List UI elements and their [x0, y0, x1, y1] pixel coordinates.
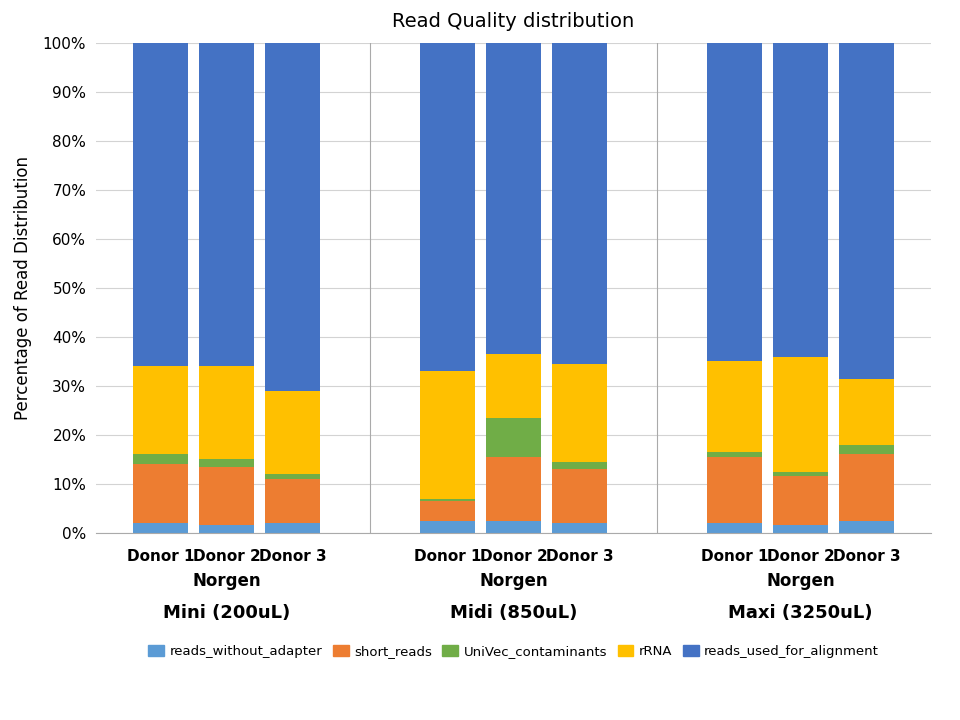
Bar	[199, 526, 254, 533]
Bar	[707, 43, 762, 361]
Bar	[552, 523, 608, 533]
Bar	[707, 361, 762, 452]
Bar	[552, 462, 608, 469]
Bar	[199, 366, 254, 459]
Text: Maxi (3250uL): Maxi (3250uL)	[729, 604, 873, 622]
Bar	[707, 523, 762, 533]
Legend: reads_without_adapter, short_reads, UniVec_contaminants, rRNA, reads_used_for_al: reads_without_adapter, short_reads, UniV…	[143, 639, 884, 663]
Bar	[552, 43, 608, 364]
Bar	[199, 467, 254, 526]
Y-axis label: Percentage of Read Distribution: Percentage of Read Distribution	[13, 156, 32, 420]
Bar	[199, 43, 254, 366]
Bar	[265, 479, 321, 523]
Bar	[420, 372, 475, 498]
Bar	[265, 391, 321, 474]
Bar	[265, 43, 321, 391]
Bar	[132, 43, 188, 366]
Bar	[773, 472, 828, 477]
Text: Norgen: Norgen	[192, 572, 261, 590]
Bar	[707, 452, 762, 457]
Bar	[839, 379, 895, 445]
Bar	[486, 521, 541, 533]
Bar	[839, 454, 895, 521]
Title: Read Quality distribution: Read Quality distribution	[393, 12, 635, 30]
Bar	[486, 418, 541, 457]
Bar	[420, 521, 475, 533]
Bar	[773, 477, 828, 526]
Bar	[707, 457, 762, 523]
Bar	[132, 366, 188, 454]
Bar	[132, 523, 188, 533]
Bar	[265, 474, 321, 479]
Bar	[773, 526, 828, 533]
Text: Mini (200uL): Mini (200uL)	[163, 604, 290, 622]
Bar	[773, 356, 828, 472]
Bar	[773, 43, 828, 356]
Bar	[839, 43, 895, 379]
Bar	[265, 523, 321, 533]
Text: Norgen: Norgen	[479, 572, 548, 590]
Text: Norgen: Norgen	[766, 572, 835, 590]
Text: Midi (850uL): Midi (850uL)	[450, 604, 577, 622]
Bar	[420, 43, 475, 372]
Bar	[132, 454, 188, 464]
Bar	[132, 464, 188, 523]
Bar	[486, 457, 541, 521]
Bar	[552, 364, 608, 462]
Bar	[199, 459, 254, 467]
Bar	[420, 498, 475, 501]
Bar	[486, 354, 541, 418]
Bar	[420, 501, 475, 521]
Bar	[839, 445, 895, 454]
Bar	[839, 521, 895, 533]
Bar	[552, 469, 608, 523]
Bar	[486, 43, 541, 354]
